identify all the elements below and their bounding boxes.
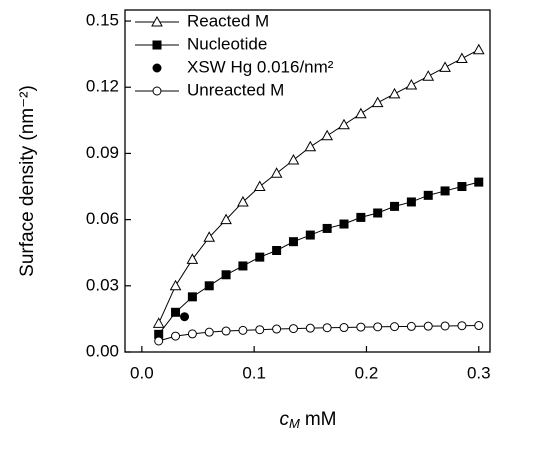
legend-marker [151,15,163,27]
marker [187,292,197,302]
marker [423,190,433,200]
legend-marker [152,40,162,50]
x-tick-label: 0.0 [130,363,154,382]
marker [238,261,248,271]
marker [422,70,435,81]
marker [169,279,182,291]
y-tick-label: 0.09 [86,143,119,162]
legend-label: Unreacted M [187,80,284,99]
marker [472,43,485,55]
marker [457,182,467,192]
x-tick-label: 0.2 [355,363,379,382]
y-tick-label: 0.06 [86,209,119,228]
marker [406,197,416,207]
marker [440,321,450,331]
marker [187,329,197,339]
marker [221,270,231,280]
marker [354,107,367,119]
marker [171,307,181,317]
marker [338,118,350,130]
marker [474,321,484,331]
legend-label: XSW Hg 0.016/nm² [187,57,334,76]
marker [171,331,181,341]
legend-label: Nucleotide [187,34,267,53]
marker [373,208,383,218]
marker [204,327,214,337]
marker [272,246,282,256]
y-tick-label: 0.03 [86,275,119,294]
legend-label: Reacted M [187,11,269,30]
x-label-symbol: c [280,409,290,430]
marker [439,61,451,72]
marker [305,230,315,240]
marker [339,323,349,333]
legend-marker [152,63,162,73]
marker [270,167,283,178]
y-tick-label: 0.00 [86,341,119,360]
legend-marker [152,86,162,96]
x-label-unit: mM [305,409,337,430]
marker [272,324,282,334]
marker [288,237,298,247]
y-axis-label: Surface density (nm⁻²) [17,85,38,277]
marker [390,322,400,332]
marker [237,195,249,207]
marker [288,324,298,334]
marker [440,186,450,196]
marker [287,154,300,165]
marker [390,201,400,211]
marker [305,323,315,333]
marker [423,321,433,331]
x-axis-label: cM mM [280,409,337,431]
x-tick-label: 0.3 [467,363,491,382]
marker [356,212,366,222]
marker [221,326,231,336]
x-tick-label: 0.1 [242,363,266,382]
marker [321,129,334,141]
marker [203,231,216,242]
marker [154,336,164,346]
marker [255,252,265,262]
marker [356,322,366,332]
marker [220,213,232,225]
x-label-subscript: M [289,416,300,431]
marker [405,78,418,90]
y-tick-label: 0.15 [86,11,119,30]
marker [322,223,332,233]
series-line [158,181,479,335]
marker [457,321,467,331]
marker [388,87,401,99]
marker [253,180,266,192]
marker [456,52,468,64]
plot-frame [124,9,491,353]
marker [204,281,214,291]
marker [406,321,416,331]
marker [180,312,190,322]
marker [238,325,248,335]
marker [371,96,384,108]
marker [186,253,199,264]
marker [255,325,265,335]
marker [304,140,317,152]
y-tick-label: 0.12 [86,77,119,96]
marker [339,219,349,229]
marker [152,317,165,328]
marker [474,177,484,187]
marker [373,322,383,332]
marker [322,323,332,333]
